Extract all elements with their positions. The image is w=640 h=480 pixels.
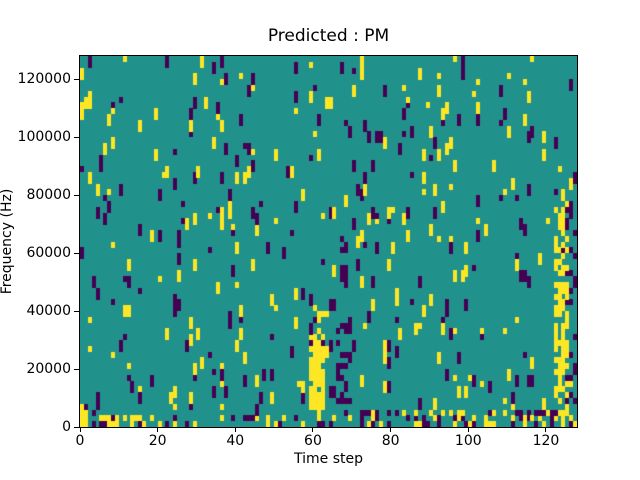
y-tick-label: 80000 [26, 186, 71, 203]
y-tick-mark [74, 78, 79, 80]
y-tick-mark [74, 310, 79, 312]
plot-area [79, 55, 578, 428]
x-tick-mark [157, 427, 159, 432]
y-tick-label: 60000 [26, 244, 71, 261]
x-tick-label: 40 [226, 433, 245, 449]
x-tick-label: 20 [148, 433, 167, 449]
x-axis-label: Time step [294, 451, 363, 467]
chart-title: Predicted : PM [267, 26, 390, 46]
heatmap-canvas [80, 56, 577, 427]
x-tick-mark [390, 427, 392, 432]
y-tick-label: 100000 [17, 128, 71, 145]
y-tick-label: 0 [62, 418, 71, 435]
x-tick-mark [545, 427, 547, 432]
x-tick-mark [467, 427, 469, 432]
x-tick-label: 120 [532, 433, 560, 449]
x-tick-label: 60 [304, 433, 322, 449]
y-tick-mark [74, 252, 79, 254]
x-tick-mark [79, 427, 81, 432]
x-tick-mark [234, 427, 236, 432]
y-tick-mark [74, 136, 79, 138]
y-tick-mark [74, 194, 79, 196]
y-tick-label: 40000 [26, 302, 71, 319]
y-tick-mark [74, 426, 79, 428]
x-tick-mark [312, 427, 314, 432]
x-tick-label: 0 [75, 433, 85, 449]
y-tick-label: 120000 [17, 70, 71, 87]
x-tick-label: 80 [381, 433, 400, 449]
x-tick-label: 100 [454, 433, 482, 449]
y-axis-label: Frequency (Hz) [0, 188, 15, 295]
y-tick-mark [74, 368, 79, 370]
y-tick-label: 20000 [26, 360, 71, 377]
